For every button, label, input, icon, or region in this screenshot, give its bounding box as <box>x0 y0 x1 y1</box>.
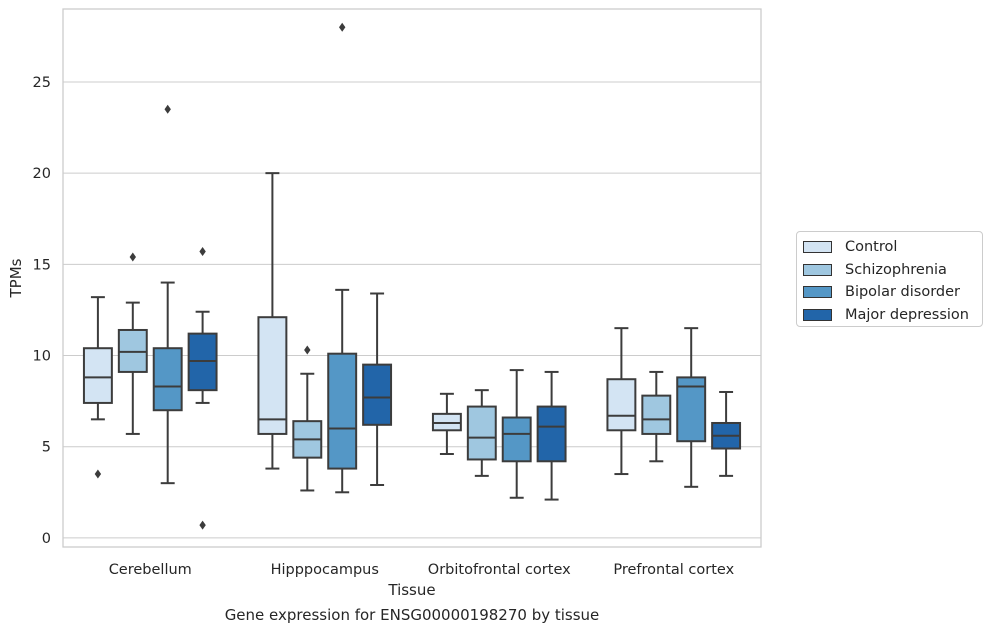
figure-caption: Gene expression for ENSG00000198270 by t… <box>224 606 600 624</box>
x-axis-label: Tissue <box>387 581 435 599</box>
outlier-marker <box>164 104 171 114</box>
x-tick-label: Prefrontal cortex <box>613 562 734 578</box>
x-tick-label: Hipppocampus <box>271 562 379 578</box>
y-tick-label: 5 <box>42 440 51 456</box>
box-control <box>606 327 637 476</box>
legend-swatch-control <box>803 241 832 254</box>
iqr-box <box>466 405 497 461</box>
outlier-marker <box>94 469 102 479</box>
outlier-marker <box>129 252 136 262</box>
box-schizophrenia <box>292 345 323 492</box>
iqr-box <box>676 376 707 443</box>
outlier-marker <box>339 22 346 32</box>
legend-label-major-depression: Major depression <box>845 306 969 323</box>
y-tick-label: 20 <box>33 166 51 182</box>
iqr-box <box>641 394 672 435</box>
legend-item-schizophrenia: Schizophrenia <box>803 259 982 282</box>
plot-frame <box>62 8 762 548</box>
legend-item-control: Control <box>803 236 982 259</box>
iqr-box <box>536 405 567 463</box>
legend-item-bipolar-disorder: Bipolar disorder <box>803 281 982 304</box>
box-control <box>82 296 113 479</box>
box-major-depression <box>711 390 742 477</box>
box-control <box>431 392 462 455</box>
iqr-box <box>257 316 288 435</box>
iqr-box <box>82 347 113 404</box>
iqr-box <box>327 352 358 470</box>
box-bipolar-disorder <box>152 104 183 485</box>
legend-label-schizophrenia: Schizophrenia <box>845 261 947 278</box>
box-major-depression <box>362 292 393 486</box>
y-axis-label: TPMs <box>7 258 25 298</box>
legend-swatch-bipolar-disorder <box>803 286 832 299</box>
y-tick-label: 25 <box>33 75 51 91</box>
box-major-depression <box>536 370 567 501</box>
box-schizophrenia <box>117 252 148 435</box>
iqr-box <box>362 363 393 426</box>
iqr-box <box>501 416 532 463</box>
legend-label-control: Control <box>845 239 898 256</box>
box-control <box>257 172 288 470</box>
box-bipolar-disorder <box>676 327 707 488</box>
legend-swatch-major-depression <box>803 308 832 321</box>
iqr-box <box>152 347 183 412</box>
box-bipolar-disorder <box>501 369 532 499</box>
legend-swatch-schizophrenia <box>803 263 832 276</box>
iqr-box <box>606 378 637 432</box>
y-tick-label: 0 <box>42 531 51 547</box>
legend-label-bipolar-disorder: Bipolar disorder <box>845 284 960 301</box>
box-schizophrenia <box>466 389 497 477</box>
y-tick-label: 15 <box>33 257 51 273</box>
legend-item-major-depression: Major depression <box>803 304 982 327</box>
box-bipolar-disorder <box>327 22 358 494</box>
box-major-depression <box>187 247 218 530</box>
y-tick-label: 10 <box>33 349 51 365</box>
outlier-marker <box>199 520 206 530</box>
box-schizophrenia <box>641 370 672 463</box>
outlier-marker <box>199 247 206 257</box>
x-tick-label: Cerebellum <box>109 562 192 578</box>
outlier-marker <box>304 345 311 355</box>
legend: Control Schizophrenia Bipolar disorder M… <box>796 231 983 327</box>
x-tick-label: Orbitofrontal cortex <box>428 562 571 578</box>
